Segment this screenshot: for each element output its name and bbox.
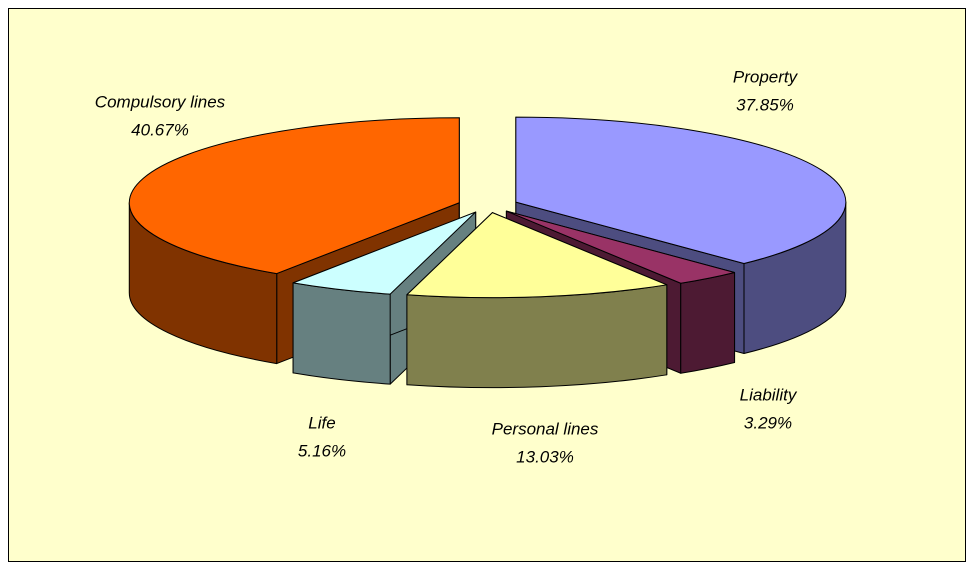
slice-value-label: 40.67% <box>131 120 189 139</box>
slice-value-label: 13.03% <box>516 447 574 466</box>
slice-top <box>128 117 460 275</box>
slice-outer-wall <box>406 284 668 389</box>
slice-label: Compulsory lines <box>95 92 226 111</box>
slice-label: Life <box>308 413 335 432</box>
slice-top <box>292 211 477 295</box>
slice-label: Property <box>733 67 799 86</box>
slice-label: Liability <box>740 385 798 404</box>
slice-label: Personal lines <box>492 419 599 438</box>
pie <box>128 116 847 389</box>
slice-outer-wall <box>680 272 736 374</box>
labels: Property 37.85% Liability 3.29% Personal lin… <box>95 67 799 466</box>
slice-outer-wall <box>292 282 391 385</box>
slice-value-label: 3.29% <box>744 413 792 432</box>
slice-top <box>515 116 847 265</box>
slice-top <box>505 210 736 284</box>
slice-value-label: 5.16% <box>298 441 346 460</box>
slice-value-label: 37.85% <box>736 95 794 114</box>
slice-top <box>406 212 668 299</box>
